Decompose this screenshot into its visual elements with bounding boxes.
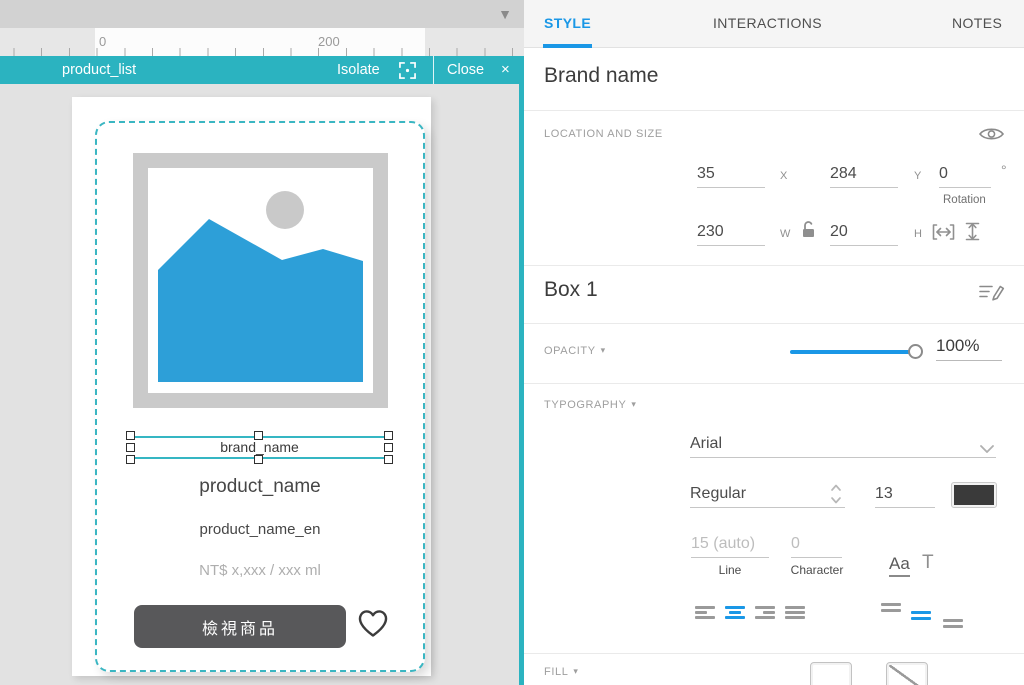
fill-label: FILL ▾ (544, 666, 579, 678)
style-panel: STYLE INTERACTIONS NOTES Brand name LOCA… (524, 0, 1024, 685)
chevron-down-icon[interactable] (980, 440, 994, 458)
valign-middle-icon[interactable] (911, 611, 931, 620)
font-family-select[interactable]: Arial (690, 432, 996, 458)
fit-width-icon[interactable] (932, 224, 955, 245)
ruler-tick-label: 0 (99, 34, 107, 49)
brand-name-text: brand_name (220, 439, 299, 455)
divider (524, 110, 1024, 111)
opacity-label: OPACITY ▾ (544, 345, 606, 357)
opacity-slider-track[interactable] (790, 350, 915, 354)
ruler-tick-label: 200 (318, 34, 340, 49)
fill-none-swatch[interactable] (886, 662, 928, 685)
selection-handle[interactable] (254, 431, 263, 440)
brand-name-selected-widget[interactable]: brand_name (126, 431, 393, 464)
tab-interactions[interactable]: INTERACTIONS (713, 15, 823, 31)
divider (524, 653, 1024, 654)
fit-height-icon[interactable] (964, 222, 981, 246)
design-canvas[interactable]: brand_name product_name product_name_en … (0, 84, 524, 685)
character-label: Character (790, 563, 844, 577)
panel-tabbar: STYLE INTERACTIONS NOTES (524, 0, 1024, 48)
y-input[interactable]: 284 (830, 162, 898, 188)
tab-notes[interactable]: NOTES (952, 15, 1003, 31)
align-justify-icon[interactable] (785, 606, 805, 619)
product-name-en-text[interactable]: product_name_en (199, 521, 321, 538)
header-divider (433, 56, 434, 84)
character-spacing-input[interactable]: 0 (791, 532, 842, 558)
opacity-slider-handle[interactable] (908, 344, 923, 359)
selection-handle[interactable] (254, 455, 263, 464)
divider (524, 265, 1024, 266)
close-icon[interactable]: × (501, 61, 510, 78)
valign-bottom-icon[interactable] (943, 619, 963, 628)
isolated-widget-title: product_list (62, 62, 137, 78)
location-size-label: LOCATION AND SIZE (544, 128, 663, 140)
opacity-value-input[interactable]: 100% (936, 336, 1002, 361)
font-size-input[interactable]: 13 (875, 482, 935, 508)
selection-handle[interactable] (384, 443, 393, 452)
selection-handle[interactable] (126, 443, 135, 452)
price-text[interactable]: NT$ x,xxx / xxx ml (199, 562, 321, 579)
image-placeholder-icon (158, 191, 363, 382)
view-product-button[interactable]: 檢視商品 (134, 605, 346, 648)
line-spacing-input[interactable]: 15 (auto) (691, 532, 769, 558)
divider (524, 323, 1024, 324)
collapse-panel-icon[interactable]: ▼ (498, 6, 512, 22)
visibility-eye-icon[interactable] (978, 126, 1005, 147)
product-card-widget[interactable]: brand_name product_name product_name_en … (95, 121, 425, 672)
height-input[interactable]: 20 (830, 220, 898, 246)
edit-note-icon[interactable] (979, 283, 1005, 309)
stepper-up-down-icon[interactable] (830, 483, 842, 510)
align-center-icon[interactable] (725, 606, 745, 619)
caret-down-icon[interactable]: ▾ (573, 666, 579, 676)
isolate-focus-icon[interactable] (399, 62, 416, 84)
typography-label: TYPOGRAPHY ▾ (544, 399, 637, 411)
tab-style[interactable]: STYLE (542, 15, 593, 48)
caret-down-icon[interactable]: ▾ (600, 345, 606, 355)
fill-color-swatch[interactable] (810, 662, 852, 685)
selection-handle[interactable] (384, 431, 393, 440)
width-label: W (780, 228, 791, 240)
rotation-degree-label: ° (1001, 162, 1007, 178)
widget-title: Box 1 (544, 278, 598, 301)
text-case-button[interactable]: Aa (889, 554, 910, 577)
valign-top-icon[interactable] (881, 603, 901, 612)
selection-handle[interactable] (126, 455, 135, 464)
horizontal-ruler: 0 200 (0, 28, 524, 56)
selection-handle[interactable] (126, 431, 135, 440)
isolation-header: product_list Isolate Close × (0, 56, 524, 84)
rotation-label: Rotation (943, 194, 986, 206)
aspect-lock-icon[interactable] (801, 220, 817, 243)
selection-handle[interactable] (384, 455, 393, 464)
text-fill-button[interactable]: T (922, 552, 942, 574)
y-label: Y (914, 170, 922, 182)
product-name-text[interactable]: product_name (199, 476, 321, 497)
isolate-button[interactable]: Isolate (337, 62, 380, 78)
line-label: Line (718, 563, 742, 577)
image-placeholder[interactable] (133, 153, 388, 408)
width-input[interactable]: 230 (697, 220, 765, 246)
canvas-top-bar: ▼ (0, 0, 524, 28)
align-right-icon[interactable] (755, 606, 775, 619)
selection-title: Brand name (544, 64, 659, 87)
ruler-ticks (0, 48, 524, 56)
panel-divider (519, 56, 524, 685)
caret-down-icon[interactable]: ▾ (631, 399, 637, 409)
font-color-swatch[interactable] (951, 482, 997, 508)
heart-icon[interactable] (356, 607, 390, 644)
rotation-input[interactable]: 0 (939, 162, 991, 188)
divider (524, 383, 1024, 384)
font-weight-select[interactable]: Regular (690, 482, 845, 508)
align-left-icon[interactable] (695, 606, 715, 619)
height-label: H (914, 228, 922, 240)
close-button[interactable]: Close (447, 62, 485, 78)
x-input[interactable]: 35 (697, 162, 765, 188)
x-label: X (780, 170, 788, 182)
